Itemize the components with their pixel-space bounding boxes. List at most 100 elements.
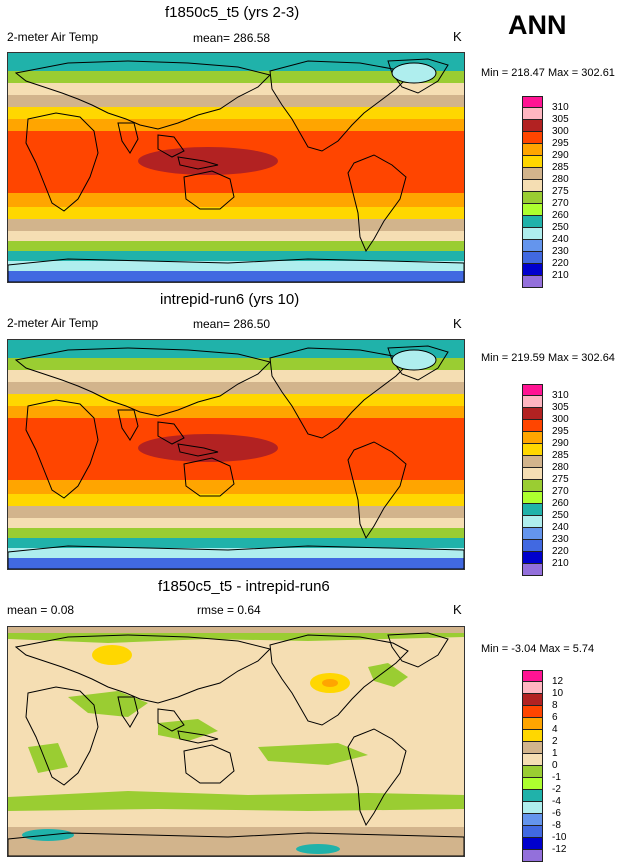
- legend-swatch: [522, 144, 543, 156]
- difference-field: [8, 627, 464, 856]
- panel-title: intrepid-run6 (yrs 10): [160, 291, 300, 308]
- difference-map: [7, 626, 465, 857]
- legend-swatch: [522, 384, 543, 396]
- legend-tick-label: 210: [552, 558, 569, 569]
- legend-swatch: [522, 516, 543, 528]
- legend-tick-label: 290: [552, 150, 569, 161]
- legend-swatch: [522, 192, 543, 204]
- legend-swatch: [522, 132, 543, 144]
- legend-tick-label: -2: [552, 784, 561, 795]
- legend-swatch: [522, 204, 543, 216]
- legend-tick-label: 310: [552, 102, 569, 113]
- panel-title: f1850c5_t5 (yrs 2-3): [165, 4, 300, 21]
- legend-swatch: [522, 742, 543, 754]
- units-label: K: [453, 316, 462, 331]
- legend-tick-label: -10: [552, 832, 567, 843]
- legend-tick-label: 280: [552, 462, 569, 473]
- legend-swatch: [522, 228, 543, 240]
- legend-tick-label: 6: [552, 712, 558, 723]
- legend-swatch: [522, 682, 543, 694]
- variable-label: 2-meter Air Temp: [7, 30, 99, 44]
- legend-swatch: [522, 108, 543, 120]
- legend-tick-label: 310: [552, 390, 569, 401]
- rmse-label: rmse = 0.64: [197, 603, 261, 617]
- legend-tick-label: 0: [552, 760, 558, 771]
- legend-tick-label: 1: [552, 748, 558, 759]
- legend-swatch: [522, 670, 543, 682]
- legend-swatch: [522, 730, 543, 742]
- legend-swatch: [522, 706, 543, 718]
- legend-tick-label: 285: [552, 162, 569, 173]
- legend-tick-label: 305: [552, 402, 569, 413]
- legend-tick-label: 12: [552, 676, 564, 687]
- mean-label: mean= 286.50: [193, 317, 271, 331]
- legend-tick-label: 300: [552, 414, 569, 425]
- legend-swatch: [522, 766, 543, 778]
- legend-tick-label: -8: [552, 820, 561, 831]
- legend-tick-label: 250: [552, 510, 569, 521]
- legend-tick-label: 305: [552, 114, 569, 125]
- legend-tick-label: 220: [552, 258, 569, 269]
- legend-tick-label: 260: [552, 498, 569, 509]
- legend-tick-label: 4: [552, 724, 558, 735]
- legend-tick-label: 290: [552, 438, 569, 449]
- legend-tick-label: 300: [552, 126, 569, 137]
- legend-swatch: [522, 778, 543, 790]
- temperature-field: [8, 53, 464, 282]
- legend-tick-label: 230: [552, 246, 569, 257]
- legend-swatch: [522, 790, 543, 802]
- legend-swatch: [522, 802, 543, 814]
- legend-swatch: [522, 156, 543, 168]
- legend-tick-label: 295: [552, 138, 569, 149]
- legend-swatch: [522, 396, 543, 408]
- legend-swatch: [522, 480, 543, 492]
- legend-swatch: [522, 564, 543, 576]
- legend-tick-label: 230: [552, 534, 569, 545]
- temperature-map: [7, 339, 465, 570]
- legend-tick-label: 260: [552, 210, 569, 221]
- legend-swatch: [522, 552, 543, 564]
- legend-tick-label: 220: [552, 546, 569, 557]
- legend-tick-label: 270: [552, 486, 569, 497]
- legend-swatch: [522, 528, 543, 540]
- legend-swatch: [522, 240, 543, 252]
- legend-tick-label: 275: [552, 474, 569, 485]
- panel-title: f1850c5_t5 - intrepid-run6: [158, 578, 330, 595]
- legend-swatch: [522, 264, 543, 276]
- mean-label: mean = 0.08: [7, 603, 75, 617]
- minmax-label: Min = 218.47 Max = 302.61: [481, 67, 615, 79]
- legend-swatch: [522, 718, 543, 730]
- legend-swatch: [522, 408, 543, 420]
- legend-tick-label: 240: [552, 522, 569, 533]
- legend-swatch: [522, 168, 543, 180]
- legend-tick-label: -6: [552, 808, 561, 819]
- legend-tick-label: 285: [552, 450, 569, 461]
- legend-swatch: [522, 432, 543, 444]
- legend-swatch: [522, 180, 543, 192]
- legend-swatch: [522, 252, 543, 264]
- legend-tick-label: 270: [552, 198, 569, 209]
- legend-swatch: [522, 754, 543, 766]
- legend-swatch: [522, 492, 543, 504]
- legend-swatch: [522, 96, 543, 108]
- legend-swatch: [522, 456, 543, 468]
- minmax-label: Min = -3.04 Max = 5.74: [481, 643, 595, 655]
- legend-tick-label: -4: [552, 796, 561, 807]
- color-legend: [522, 384, 543, 576]
- legend-tick-label: -12: [552, 844, 567, 855]
- color-legend: [522, 96, 543, 288]
- legend-tick-label: 10: [552, 688, 564, 699]
- legend-swatch: [522, 216, 543, 228]
- units-label: K: [453, 29, 462, 44]
- legend-swatch: [522, 120, 543, 132]
- legend-swatch: [522, 468, 543, 480]
- legend-tick-label: -1: [552, 772, 561, 783]
- legend-tick-label: 275: [552, 186, 569, 197]
- legend-swatch: [522, 420, 543, 432]
- legend-swatch: [522, 814, 543, 826]
- units-label: K: [453, 602, 462, 617]
- legend-tick-label: 210: [552, 270, 569, 281]
- legend-swatch: [522, 276, 543, 288]
- color-legend: [522, 670, 543, 862]
- variable-label: 2-meter Air Temp: [7, 316, 99, 330]
